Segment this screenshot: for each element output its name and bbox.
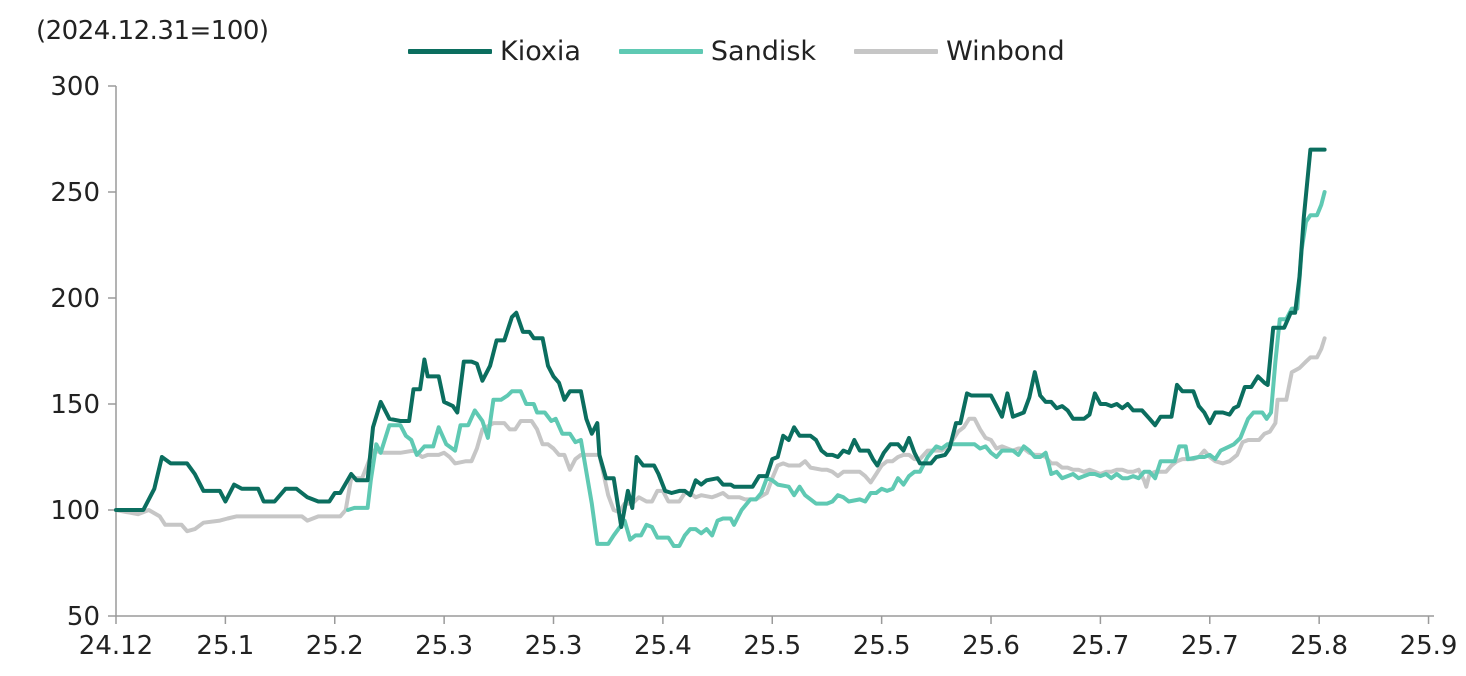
x-tick-label-3: 25.3 xyxy=(415,631,473,661)
x-tick-label-0: 24.12 xyxy=(79,631,153,661)
y-tick-label-300: 300 xyxy=(50,72,100,102)
series-line-kioxia xyxy=(114,147,1327,529)
x-tick-label-2: 25.2 xyxy=(306,631,364,661)
series-line-sandisk xyxy=(345,190,1327,548)
y-tick-label-150: 150 xyxy=(50,390,100,420)
legend-item-kioxia: Kioxia xyxy=(408,36,581,67)
legend-item-sandisk: Sandisk xyxy=(618,36,817,67)
x-tick-label-6: 25.5 xyxy=(743,631,801,661)
legend-label-kioxia: Kioxia xyxy=(500,36,581,67)
legend-swatch-kioxia xyxy=(408,49,492,54)
x-tick-label-9: 25.7 xyxy=(1071,631,1129,661)
legend-label-sandisk: Sandisk xyxy=(710,36,817,67)
y-tick-label-250: 250 xyxy=(50,178,100,208)
x-tick-label-4: 25.3 xyxy=(525,631,583,661)
x-tick-label-7: 25.5 xyxy=(853,631,911,661)
x-tick-label-5: 25.4 xyxy=(634,631,692,661)
legend-swatch-sandisk xyxy=(618,49,703,54)
x-tick-label-10: 25.7 xyxy=(1181,631,1239,661)
x-tick-label-1: 25.1 xyxy=(196,631,254,661)
y-tick-label-50: 50 xyxy=(67,602,100,632)
x-tick-label-11: 25.8 xyxy=(1290,631,1348,661)
legend-swatch-winbond xyxy=(854,49,939,54)
x-tick-label-8: 25.6 xyxy=(962,631,1020,661)
legend: Kioxia Sandisk Winbond xyxy=(408,36,1103,67)
unit-note: (2024.12.31=100) xyxy=(36,16,269,46)
y-tick-label-100: 100 xyxy=(50,496,100,526)
x-tick-label-12: 25.9 xyxy=(1400,631,1458,661)
legend-item-winbond: Winbond xyxy=(854,36,1065,67)
legend-label-winbond: Winbond xyxy=(946,36,1065,67)
y-tick-label-200: 200 xyxy=(50,284,100,314)
series-line-winbond xyxy=(114,336,1327,534)
